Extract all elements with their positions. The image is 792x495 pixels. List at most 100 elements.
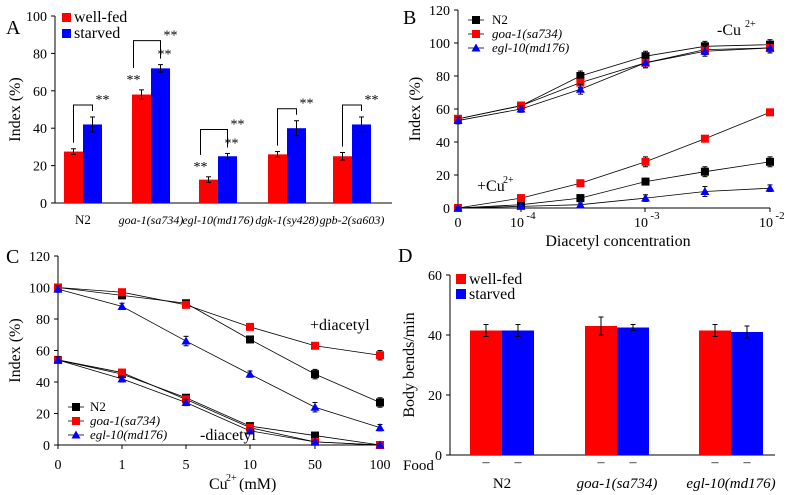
- annotation-label: -diacetyl: [200, 427, 257, 444]
- x-tick-label: 0: [55, 458, 62, 473]
- bar-starved: [731, 332, 763, 455]
- x-tick-label: gpb-2(sa603): [320, 213, 385, 227]
- y-tick-label: 60: [428, 269, 442, 284]
- bar-starved: [151, 68, 170, 203]
- series-line-egl-10(md176): [57, 359, 381, 446]
- legend-label-N2: N2: [90, 399, 106, 414]
- y-tick-label: 40: [428, 329, 442, 344]
- legend-label-egl-10(md176): egl-10(md176): [492, 40, 569, 55]
- data-point-N2: [766, 157, 774, 166]
- significance-mark: **: [300, 97, 314, 112]
- data-point-egl-10(md176): [245, 369, 255, 378]
- bar-starved: [617, 327, 649, 455]
- annotation-label: -Cu: [717, 22, 741, 39]
- data-point-egl-10(md176): [575, 200, 585, 209]
- series-line-egl-10(md176): [457, 187, 771, 209]
- bar-well-fed: [470, 330, 502, 455]
- data-point-N2: [376, 398, 384, 407]
- x-tick-label: goa-1(sa734): [119, 213, 184, 227]
- y-tick-label: 60: [436, 103, 450, 118]
- x-axis-label: Diacetyl concentration: [545, 233, 690, 250]
- legend-label-goa-1(sa734): goa-1(sa734): [492, 26, 562, 41]
- data-point-goa-1(sa734): [576, 78, 585, 87]
- x-axis-label-unit: (mM): [239, 476, 276, 493]
- data-point-egl-10(md176): [375, 440, 385, 449]
- data-point-egl-10(md176): [700, 46, 710, 55]
- legend-marker-goa-1(sa734): [72, 417, 80, 425]
- x-tick-label: 5: [183, 458, 190, 473]
- x-tick-exponent: -2: [775, 210, 784, 222]
- data-point-egl-10(md176): [53, 284, 63, 293]
- x-tick-label: N2: [493, 476, 511, 492]
- x-tick-label: egl-10(md176): [182, 213, 253, 227]
- data-point-goa-1(sa734): [118, 288, 126, 297]
- data-point-egl-10(md176): [641, 58, 650, 67]
- food-mark: –: [482, 455, 491, 470]
- x-tick-label: 10: [243, 458, 257, 473]
- food-mark: –: [711, 455, 720, 470]
- data-point-egl-10(md176): [310, 437, 320, 446]
- legend-swatch-well-fed: [62, 13, 71, 22]
- significance-bracket: [277, 108, 297, 146]
- x-tick-exponent: -3: [650, 210, 660, 222]
- data-point-goa-1(sa734): [182, 300, 190, 309]
- data-point-egl-10(md176): [453, 203, 463, 212]
- food-mark: –: [743, 455, 752, 470]
- legend-marker-N2: [472, 16, 480, 24]
- data-point-egl-10(md176): [181, 336, 191, 345]
- y-axis-label: Index (%): [407, 77, 424, 141]
- data-point-egl-10(md176): [765, 183, 775, 192]
- bar-starved: [352, 124, 371, 203]
- y-tick-label: 80: [36, 313, 50, 328]
- x-axis-label: Cu: [209, 476, 228, 493]
- panel-label: C: [6, 246, 19, 268]
- panel-c-chart: C 0 20 40 60 80 100 120 Index (%) 0 1 5 10 50 100 Cu2+(…: [6, 246, 391, 493]
- x-tick-label: 0: [455, 216, 462, 231]
- legend-swatch-well-fed: [456, 274, 466, 284]
- annotation-label: +diacetyl: [310, 317, 370, 334]
- data-point-N2: [311, 370, 319, 379]
- y-tick-label: 20: [428, 389, 442, 404]
- significance-bracket: [200, 128, 228, 155]
- bar-well-fed: [268, 154, 287, 203]
- x-tick-label: 1: [119, 458, 126, 473]
- data-point-egl-10(md176): [575, 84, 585, 93]
- y-axis-label: Index (%): [7, 77, 24, 141]
- panel-a-chart: A 0 20 40 60 80 100 Index (%) N2 ** goa-1(sa734) **…: [6, 9, 392, 227]
- y-tick-label: 120: [29, 250, 50, 265]
- data-point-goa-1(sa734): [517, 194, 525, 203]
- bar-well-fed: [585, 326, 617, 455]
- data-point-goa-1(sa734): [311, 341, 319, 350]
- y-tick-label: 80: [436, 70, 450, 85]
- bar-well-fed: [64, 151, 83, 203]
- y-tick-label: 0: [435, 449, 442, 464]
- significance-mark: **: [127, 73, 141, 88]
- data-point-egl-10(md176): [310, 402, 320, 411]
- food-mark: –: [597, 455, 606, 470]
- legend-marker-egl-10(md176): [71, 430, 81, 439]
- series-line-N2: [57, 359, 381, 446]
- data-point-N2: [246, 335, 254, 344]
- series-line-goa-1(sa734): [457, 111, 771, 209]
- y-tick-label: 40: [436, 136, 450, 151]
- bar-well-fed: [132, 94, 151, 203]
- panel-label: A: [6, 17, 21, 39]
- food-row-label: Food: [403, 458, 434, 474]
- data-point-egl-10(md176): [117, 301, 127, 310]
- data-point-egl-10(md176): [181, 397, 191, 406]
- bar-well-fed: [699, 330, 731, 455]
- series-line-goa-1(sa734): [57, 287, 381, 356]
- data-point-egl-10(md176): [245, 426, 255, 435]
- data-point-egl-10(md176): [53, 355, 63, 364]
- legend-label-well-fed: well-fed: [469, 271, 522, 288]
- annotation-superscript: 2+: [745, 19, 756, 30]
- y-tick-label: 20: [436, 169, 450, 184]
- data-point-goa-1(sa734): [246, 322, 254, 331]
- legend-swatch-starved: [456, 289, 466, 299]
- legend-label-starved: starved: [469, 286, 515, 303]
- series-line-N2: [457, 44, 771, 120]
- y-tick-label: 60: [33, 85, 47, 100]
- y-tick-label: 0: [443, 202, 450, 217]
- y-tick-label: 0: [40, 197, 47, 212]
- data-point-N2: [576, 194, 585, 203]
